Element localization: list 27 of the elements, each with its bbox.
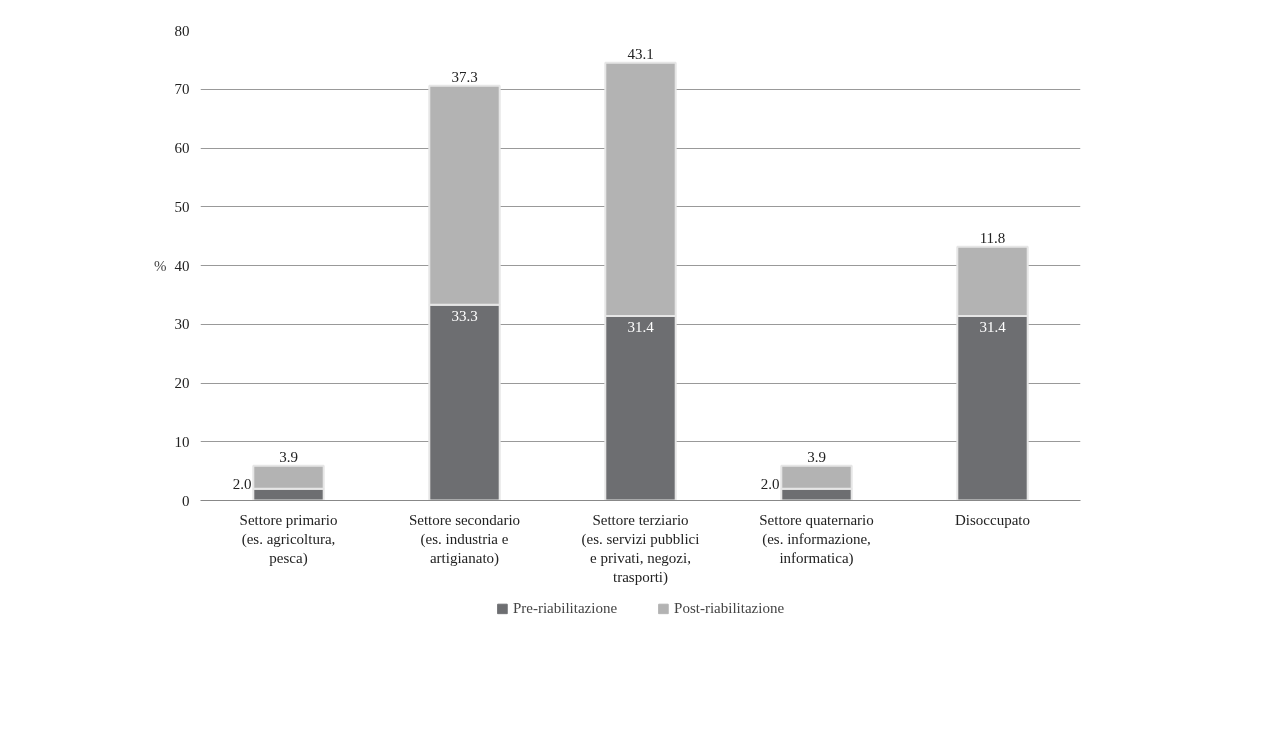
x-tick-label: Settore primario (es. agricoltura, pesca)	[239, 511, 338, 567]
data-label: 33.3	[451, 307, 478, 324]
data-label: 3.9	[279, 448, 298, 465]
data-label: 3.9	[807, 448, 826, 465]
y-tick-label: 40	[174, 257, 190, 274]
y-tick-label: 60	[174, 140, 190, 156]
y-tick-label: 70	[174, 81, 190, 98]
data-label: 37.3	[451, 68, 478, 85]
data-label: 2.0	[232, 475, 252, 492]
x-tick-label: Settore quaternario (es. informazione, informatica)	[759, 511, 874, 567]
y-axis-title: %	[154, 257, 167, 274]
y-tick-label: 0	[182, 492, 190, 509]
y-tick-label: 30	[174, 316, 190, 333]
data-label: 31.4	[979, 319, 1007, 336]
x-tick-label: Settore secondario (es. industria e artigianato)	[408, 511, 521, 567]
x-tick-label: Settore terziario (es. servizi pubblici e privati, negozi, trasporti)	[581, 511, 700, 587]
y-tick-label: 50	[174, 198, 190, 215]
y-tick-label: 10	[174, 433, 190, 450]
data-label: 43.1	[627, 45, 654, 62]
y-tick-label: 80	[174, 22, 190, 39]
data-label: 11.8	[979, 229, 1006, 246]
data-label: 31.4	[627, 319, 655, 336]
legend-label: Pre-riabilitazione	[512, 599, 618, 617]
legend-label: Post-riabilitazione	[674, 599, 785, 617]
data-label: 2.0	[760, 475, 780, 492]
y-tick-label: 20	[174, 375, 190, 391]
x-tick-label: Disoccupato	[955, 511, 1030, 528]
